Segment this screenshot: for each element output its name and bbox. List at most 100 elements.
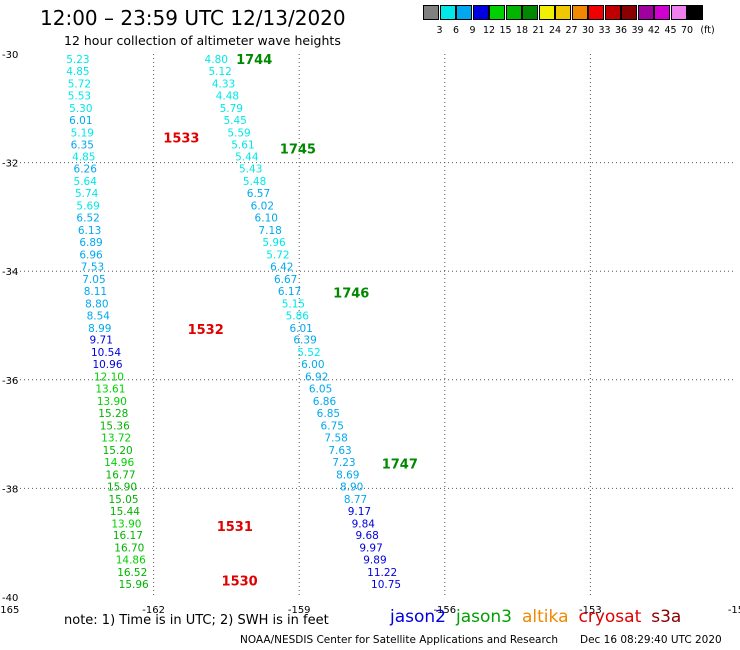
legend-swatch xyxy=(604,5,621,20)
swh-value: 8.77 xyxy=(344,494,367,506)
latitude-tick-label: -36 xyxy=(2,376,18,387)
swh-value: 5.79 xyxy=(220,103,243,115)
swh-value: 5.72 xyxy=(68,78,91,90)
swh-value: 6.10 xyxy=(255,213,278,225)
swh-value: 5.86 xyxy=(286,310,310,322)
legend-label: 33 xyxy=(598,25,611,36)
swh-value: 5.23 xyxy=(66,54,89,66)
swh-value: 16.52 xyxy=(117,567,147,579)
swh-value: 6.05 xyxy=(309,384,332,396)
swh-value: 6.75 xyxy=(321,421,344,433)
swh-value: 15.96 xyxy=(119,579,149,591)
mission-name: cryosat xyxy=(578,607,642,627)
swh-value: 4.33 xyxy=(212,78,235,90)
swh-value: 6.00 xyxy=(301,359,324,371)
pass-time-label: 1533 xyxy=(163,132,199,147)
swh-value: 11.22 xyxy=(367,567,397,579)
swh-value: 5.52 xyxy=(297,347,320,359)
pass-time-label: 1745 xyxy=(280,143,316,158)
swh-value: 13.61 xyxy=(95,384,125,396)
longitude-tick-label: -165 xyxy=(0,605,19,616)
swh-value: 8.90 xyxy=(340,481,363,493)
legend-label: 6 xyxy=(452,25,460,36)
legend-label: 9 xyxy=(469,25,476,36)
swh-value: 15.36 xyxy=(100,421,130,433)
legend-swatch xyxy=(439,5,456,20)
swh-value: 12.10 xyxy=(94,372,124,384)
swh-value: 5.69 xyxy=(76,201,99,213)
legend-label: 42 xyxy=(647,25,661,36)
map-title: 12:00 – 23:59 UTC 12/13/2020 xyxy=(40,6,346,30)
swh-value: 6.96 xyxy=(79,249,103,261)
legend-label: 39 xyxy=(631,25,644,36)
legend-swatch xyxy=(489,5,505,20)
swh-value: 4.85 xyxy=(66,66,89,78)
swh-value: 15.05 xyxy=(108,494,138,506)
longitude-tick-label: -156 xyxy=(433,605,456,616)
legend-label: 24 xyxy=(548,25,562,36)
swh-value: 5.30 xyxy=(69,103,92,115)
swh-value: 9.84 xyxy=(352,518,376,530)
mission-legend: jason2 jason3 altika cryosat s3a xyxy=(390,607,691,627)
latitude-tick-label: -32 xyxy=(2,159,18,170)
legend-label: 27 xyxy=(565,25,578,36)
longitude-tick-label: -153 xyxy=(579,605,602,616)
swh-value: 13.90 xyxy=(97,396,127,408)
swh-value: 4.80 xyxy=(205,54,228,66)
latitude-tick-label: -38 xyxy=(2,484,18,495)
swh-value: 16.77 xyxy=(106,469,136,481)
swh-value: 14.96 xyxy=(104,457,134,469)
swh-value: 7.63 xyxy=(328,445,351,457)
legend-swatch xyxy=(687,5,703,20)
swh-value: 5.45 xyxy=(223,115,246,127)
swh-value: 6.67 xyxy=(274,274,297,286)
swh-value: 15.44 xyxy=(110,506,140,518)
swh-value: 16.17 xyxy=(113,530,143,542)
pass-time-label: 1747 xyxy=(382,458,418,473)
swh-value: 6.26 xyxy=(74,164,98,176)
longitude-tick-label: -15 xyxy=(728,605,740,616)
pass-time-label: 1531 xyxy=(217,520,253,535)
swh-value: 7.05 xyxy=(82,274,105,286)
pass-time-label: 1530 xyxy=(222,574,258,589)
pass-time-label: 1744 xyxy=(236,53,272,68)
swh-value: 5.48 xyxy=(243,176,266,188)
swh-value: 5.12 xyxy=(208,66,231,78)
mission-name: altika xyxy=(522,607,569,627)
swh-value: 5.72 xyxy=(266,249,289,261)
legend-label: 3 xyxy=(436,25,443,36)
swh-value: 9.97 xyxy=(359,543,382,555)
legend-unit: (ft) xyxy=(700,25,715,36)
legend-swatch xyxy=(456,5,472,20)
swh-value: 15.28 xyxy=(98,408,128,420)
legend-swatch xyxy=(654,5,670,20)
swh-value: 5.53 xyxy=(68,90,91,102)
footer-note: note: 1) Time is in UTC; 2) SWH is in fe… xyxy=(64,613,329,628)
swh-value: 8.54 xyxy=(87,310,111,322)
swh-value: 7.58 xyxy=(324,432,347,444)
swh-value: 8.80 xyxy=(85,298,108,310)
legend-swatch xyxy=(571,5,588,20)
swh-value: 5.43 xyxy=(239,164,262,176)
swh-value: 13.90 xyxy=(111,518,141,530)
legend-swatch xyxy=(555,5,571,20)
legend-swatch xyxy=(588,5,604,20)
legend-label: 21 xyxy=(532,25,545,36)
swh-value: 6.92 xyxy=(305,372,328,384)
legend-swatch xyxy=(637,5,654,20)
mission-name: jason3 xyxy=(456,607,512,627)
swh-value: 6.39 xyxy=(293,335,316,347)
swh-value: 8.99 xyxy=(88,323,111,335)
legend-swatch xyxy=(670,5,687,20)
swh-value: 5.74 xyxy=(75,188,99,200)
swh-value: 9.68 xyxy=(355,530,378,542)
mission-name: jason2 xyxy=(390,607,446,627)
swh-value: 6.02 xyxy=(251,201,274,213)
swh-value: 9.71 xyxy=(90,335,113,347)
swh-value: 7.18 xyxy=(258,225,281,237)
legend-label: 12 xyxy=(482,25,496,36)
swh-value: 6.17 xyxy=(278,286,301,298)
swh-value: 6.35 xyxy=(71,139,94,151)
legend-swatch xyxy=(472,5,489,20)
